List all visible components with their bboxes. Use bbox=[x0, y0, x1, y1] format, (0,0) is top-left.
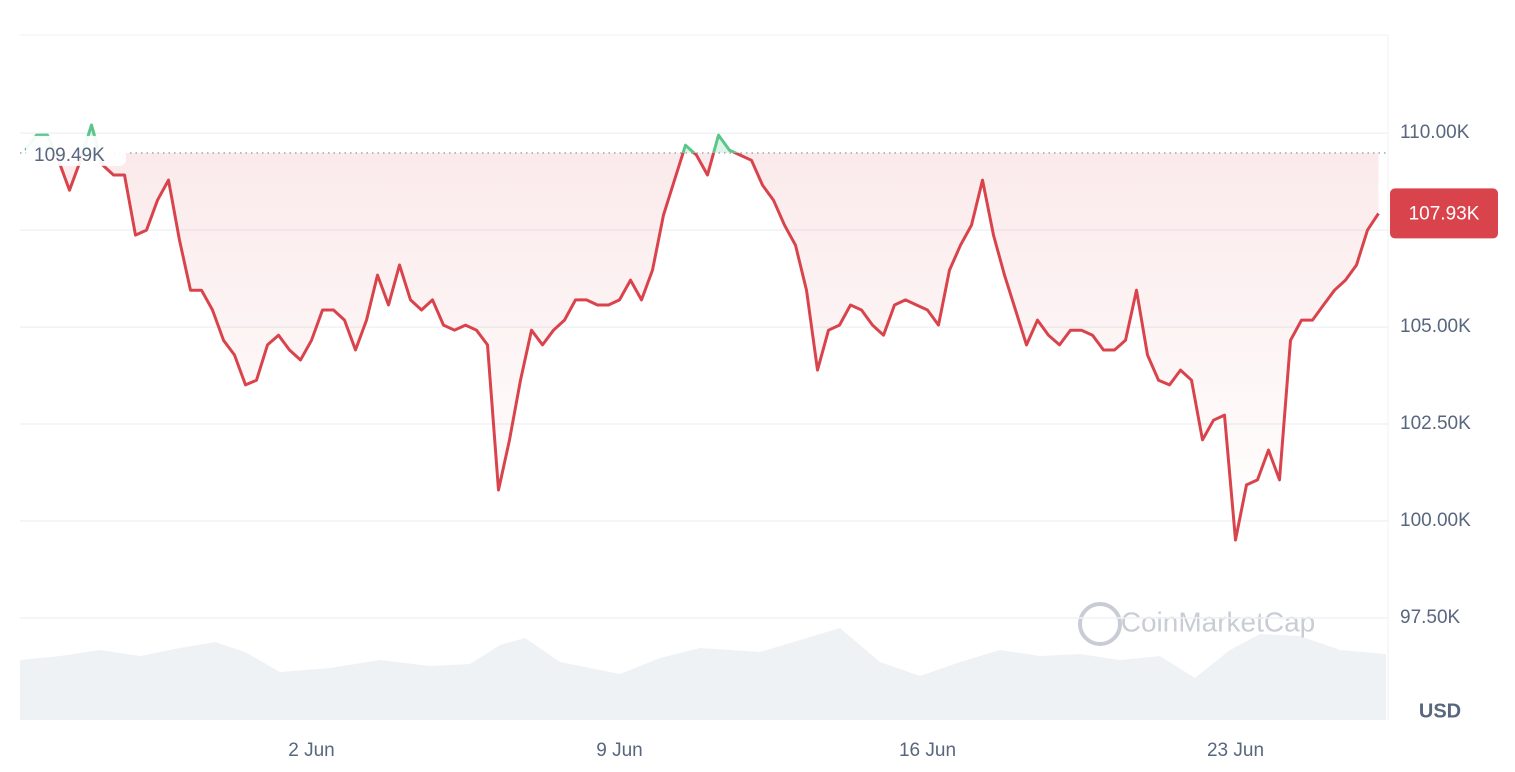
x-tick-label: 23 Jun bbox=[1207, 740, 1264, 761]
current-price-label: 107.93K bbox=[1409, 203, 1480, 224]
x-tick-label: 16 Jun bbox=[899, 740, 956, 761]
areas bbox=[25, 125, 1379, 540]
reference-label-bg bbox=[26, 135, 126, 166]
y-tick-label: 110.00K bbox=[1400, 122, 1470, 143]
watermark: CoinMarketCap bbox=[1121, 606, 1316, 637]
currency-label: USD bbox=[1419, 700, 1461, 722]
price-line-down bbox=[53, 152, 1380, 542]
x-tick-label: 9 Jun bbox=[596, 740, 642, 761]
labels: 97.50K100.00K102.50K105.00K107.50K110.00… bbox=[26, 122, 1498, 761]
y-tick-label: 105.00K bbox=[1400, 316, 1471, 337]
y-tick-label: 97.50K bbox=[1400, 607, 1461, 628]
y-tick-label: 100.00K bbox=[1400, 510, 1471, 531]
area-below bbox=[55, 152, 1379, 540]
y-tick-label: 102.50K bbox=[1400, 413, 1471, 434]
current-price-bg bbox=[1390, 188, 1498, 239]
volume-area bbox=[20, 628, 1386, 720]
reference-label: 109.49K bbox=[34, 145, 105, 166]
watermark-logo bbox=[1078, 602, 1122, 646]
lines bbox=[20, 123, 1388, 542]
x-tick-label: 2 Jun bbox=[288, 740, 334, 761]
